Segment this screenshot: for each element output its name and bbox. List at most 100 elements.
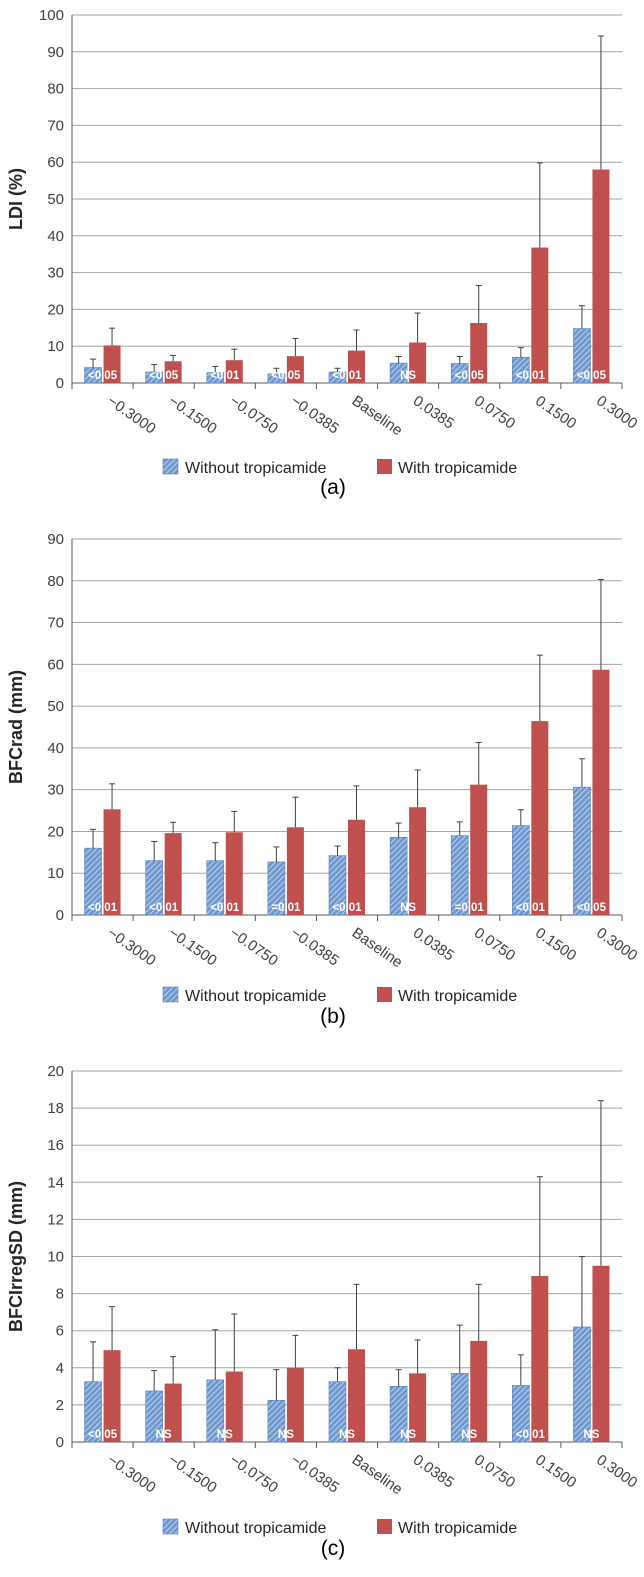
chart-c-legend-swatch-with [377, 1519, 392, 1534]
chart-c-legend-label-without: Without tropicamide [185, 1520, 326, 1537]
chart-c-pvalue-label: NS [339, 1429, 355, 1441]
chart-a-pvalue-label: <0.05 [149, 370, 179, 382]
chart-a-bar-with [531, 247, 549, 383]
chart-c-bar-with [470, 1340, 488, 1442]
chart-b-pvalue-label: <0.01 [332, 902, 362, 914]
chart-c-bar-with [164, 1383, 182, 1442]
chart-a-category-label: 0.1500 [532, 392, 579, 432]
chart-c-ytick-label: 2 [56, 1397, 64, 1414]
chart-a-bar-with [470, 323, 488, 383]
chart-b-pvalue-label: <0.01 [210, 902, 240, 914]
chart-b-bar-without [573, 786, 591, 916]
chart-a-legend-label-without: Without tropicamide [185, 460, 326, 477]
chart-c-pvalue-label: NS [583, 1429, 599, 1441]
chart-a-category-label: 0.3000 [593, 392, 640, 432]
chart-b-category-label: 0.0750 [471, 924, 518, 964]
chart-c-bar-with [225, 1371, 243, 1442]
chart-a-pvalue-label: <0.05 [577, 370, 607, 382]
chart-b-bar-with [103, 809, 121, 915]
chart-a-legend-swatch-with [377, 459, 392, 474]
chart-b-category-label: −0.0750 [226, 924, 281, 969]
chart-b-category-label: −0.1500 [165, 924, 220, 969]
chart-c-pvalue-label: NS [400, 1429, 416, 1441]
chart-c-pvalue-label: <0.01 [516, 1429, 546, 1441]
chart-b-bar-with [164, 833, 182, 915]
chart-b-ytick-label: 20 [47, 823, 64, 840]
chart-b-ytick-label: 50 [47, 698, 64, 715]
chart-c-category-label: 0.0385 [410, 1451, 457, 1491]
chart-b-legend-label-without: Without tropicamide [185, 988, 326, 1005]
chart-b-ylabel: BFCrad (mm) [6, 670, 26, 784]
chart-a-pvalue-label: <0.01 [516, 370, 546, 382]
chart-c-ytick-label: 10 [47, 1249, 64, 1266]
chart-a-pvalue-label: <0.05 [455, 370, 485, 382]
chart-c-category-label: −0.1500 [165, 1451, 220, 1496]
chart-b-pvalue-label: <0.01 [149, 902, 179, 914]
chart-a-legend-swatch-without [162, 458, 179, 475]
chart-a-pvalue-label: <0.01 [210, 370, 240, 382]
chart-c-category-label: −0.0385 [288, 1451, 343, 1496]
chart-a-panel-label: (a) [320, 476, 346, 499]
chart-a-bar-with [103, 345, 121, 383]
chart-c-bar-with [409, 1373, 427, 1442]
chart-c-ytick-label: 20 [47, 1063, 64, 1080]
chart-c-panel-label: (c) [321, 1537, 346, 1560]
chart-c-pvalue-label: <0.05 [88, 1429, 118, 1441]
chart-b-pvalue-label: NS [400, 902, 416, 914]
chart-a-ytick-label: 100 [39, 7, 64, 24]
chart-a-ytick-label: 50 [47, 191, 64, 208]
chart-a-ytick-label: 70 [47, 117, 64, 134]
chart-c-category-label: 0.0750 [471, 1451, 518, 1491]
chart-a-pvalue-label: <0.05 [88, 370, 118, 382]
chart-b-bar-with [286, 827, 304, 915]
chart-c-category-label: 0.3000 [593, 1451, 640, 1491]
chart-c-ytick-label: 14 [47, 1174, 64, 1191]
chart-a-category-label: 0.0385 [410, 392, 457, 432]
chart-c-pvalue-label: NS [217, 1429, 233, 1441]
chart-a-category-label: 0.0750 [471, 392, 518, 432]
chart-c-category-label: −0.3000 [104, 1451, 159, 1496]
chart-a-ytick-label: 40 [47, 228, 64, 245]
chart-c-legend-label-with: With tropicamide [398, 1520, 517, 1537]
chart-b-ytick-label: 0 [56, 907, 64, 924]
chart-c-legend-swatch-without [162, 1518, 179, 1535]
chart-c-pvalue-label: NS [156, 1429, 172, 1441]
chart-b-pvalue-label: =0.01 [271, 902, 301, 914]
chart-b-pvalue-label: <0.01 [88, 902, 118, 914]
chart-c-category-label: −0.0750 [226, 1451, 281, 1496]
chart-b-ytick-label: 70 [47, 615, 64, 632]
chart-c-bar-with [286, 1367, 304, 1442]
chart-c-bar-with [348, 1349, 365, 1442]
chart-b-pvalue-label: =0.01 [455, 902, 485, 914]
chart-b-legend-swatch-with [377, 987, 392, 1002]
chart-c-ytick-label: 18 [47, 1100, 64, 1117]
chart-a-pvalue-label: <0.01 [332, 370, 362, 382]
chart-c-ytick-label: 0 [56, 1434, 64, 1451]
chart-a-ylabel: LDI (%) [6, 168, 26, 230]
chart-a-category-label: −0.0385 [288, 392, 343, 437]
chart-b-ytick-label: 30 [47, 782, 64, 799]
chart-b-category-label: Baseline [349, 924, 406, 971]
chart-c-ytick-label: 6 [56, 1323, 64, 1340]
chart-a-bar-with [286, 356, 304, 383]
chart-a-ytick-label: 10 [47, 338, 64, 355]
chart-b-bar-with [592, 669, 610, 915]
chart-b-bar-with [409, 807, 427, 915]
chart-b-bar-with [531, 721, 549, 915]
chart-a-bar-with [225, 360, 243, 383]
chart-a-legend-label-with: With tropicamide [398, 460, 517, 477]
chart-a-ytick-label: 30 [47, 265, 64, 282]
chart-b-ytick-label: 60 [47, 656, 64, 673]
chart-b-ytick-label: 40 [47, 740, 64, 757]
chart-b-bar-with [470, 784, 488, 915]
chart-c-category-label: Baseline [349, 1451, 406, 1498]
chart-a-pvalue-label: <0.05 [271, 370, 301, 382]
chart-b-ytick-label: 10 [47, 865, 64, 882]
chart-a-bar-with [348, 350, 365, 383]
chart-b-category-label: 0.3000 [593, 924, 640, 964]
chart-a-category-label: −0.0750 [226, 392, 281, 437]
chart-a-ytick-label: 60 [47, 154, 64, 171]
chart-c-bar-with [592, 1265, 610, 1442]
chart-b-legend-label-with: With tropicamide [398, 988, 517, 1005]
